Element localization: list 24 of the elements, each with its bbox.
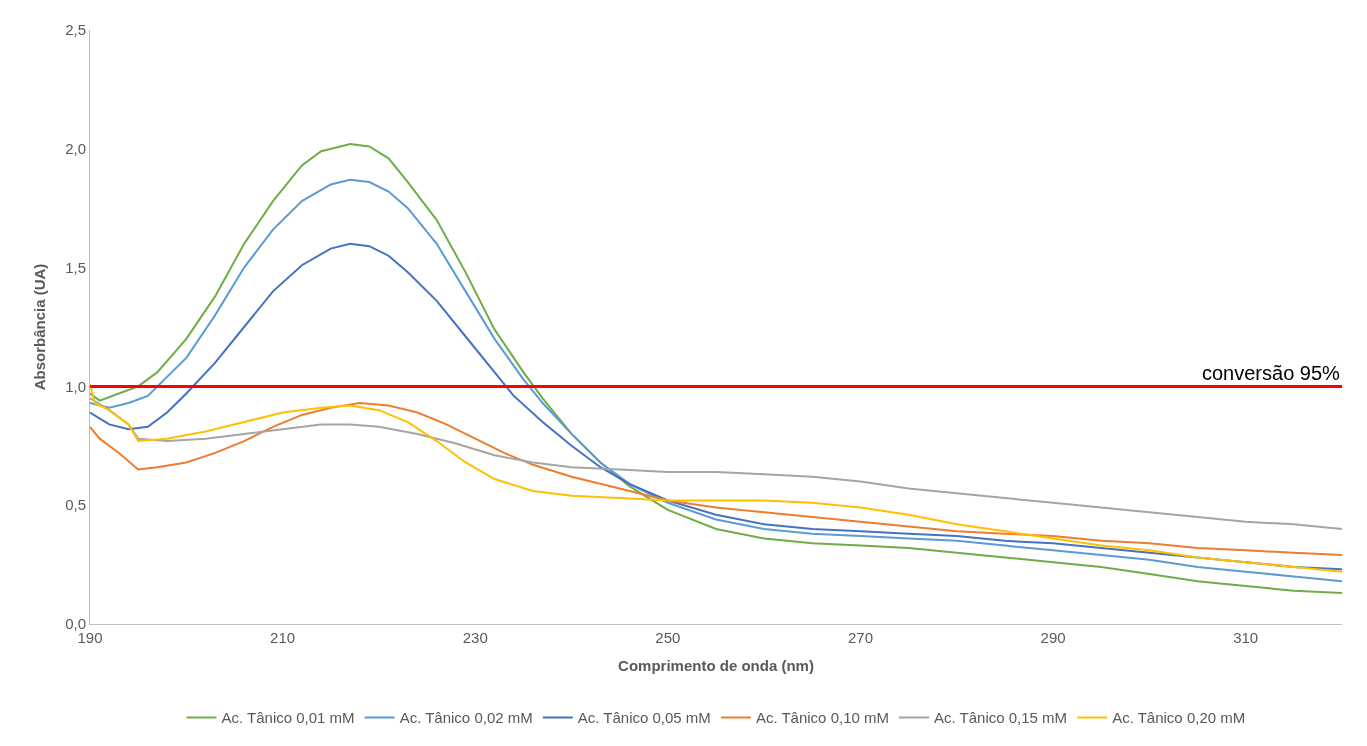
x-tick-label: 270 xyxy=(847,629,873,646)
x-tick-label: 230 xyxy=(462,629,488,646)
ref-line-label: conversão 95% xyxy=(1202,362,1341,384)
y-tick-label: 0,5 xyxy=(65,496,86,514)
y-tick-label: 2,0 xyxy=(65,140,86,158)
legend-label: Ac. Tânico 0,15 mM xyxy=(934,709,1068,727)
line-series xyxy=(90,242,1342,571)
x-tick-label: 290 xyxy=(1040,629,1066,646)
x-tick-label: 310 xyxy=(1233,629,1259,646)
line-series xyxy=(90,402,1342,557)
line-series xyxy=(90,383,1342,573)
y-tick-label: 2,5 xyxy=(65,21,86,39)
legend-label: Ac. Tânico 0,10 mM xyxy=(755,709,889,727)
y-tick-label: 1,5 xyxy=(65,258,86,276)
x-axis-title: Comprimento de onda (nm) xyxy=(618,657,814,674)
legend-label: Ac. Tânico 0,02 mM xyxy=(399,709,533,727)
y-axis-title: Absorbância (UA) xyxy=(31,263,49,391)
legend-label: Ac. Tânico 0,01 mM xyxy=(221,709,355,727)
y-tick-label: 1,0 xyxy=(65,377,86,395)
x-tick-label: 250 xyxy=(655,629,681,646)
legend-label: Ac. Tânico 0,20 mM xyxy=(1112,709,1246,727)
line-series xyxy=(90,397,1342,530)
x-tick-label: 210 xyxy=(270,629,296,646)
legend-label: Ac. Tânico 0,05 mM xyxy=(577,709,711,727)
